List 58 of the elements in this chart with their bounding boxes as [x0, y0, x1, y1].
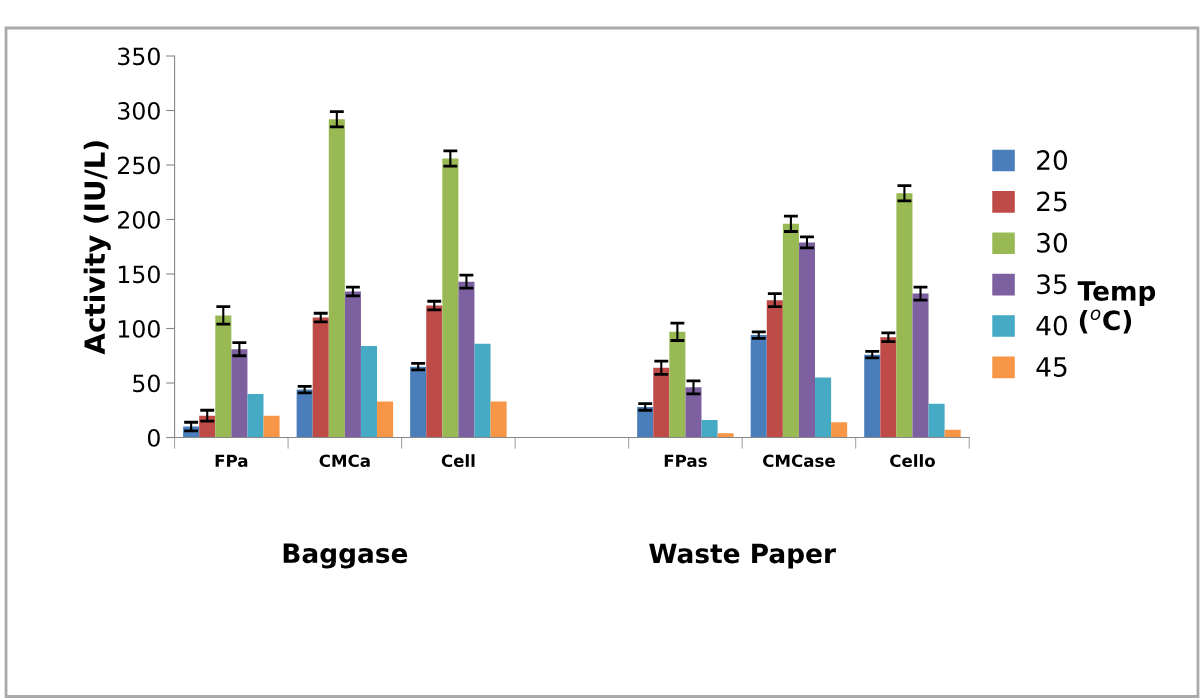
- bar: [944, 429, 961, 438]
- y-tick-label: 100: [118, 319, 160, 338]
- bar: [637, 406, 654, 438]
- bar: [263, 415, 280, 438]
- bar: [831, 422, 848, 438]
- bar: [442, 158, 459, 438]
- bar: [296, 389, 313, 438]
- y-axis-title: Activity (IU/L): [83, 141, 111, 355]
- bar: [360, 345, 378, 438]
- legend-label: 40: [1036, 315, 1068, 336]
- y-tick-label: 300: [118, 101, 160, 120]
- bar: [410, 366, 427, 438]
- y-tick-label: 350: [118, 47, 160, 66]
- legend-label: 30: [1037, 232, 1068, 253]
- legend-label: 45: [1036, 357, 1067, 377]
- bar: [215, 315, 232, 438]
- bar: [685, 387, 702, 438]
- bar: [782, 223, 799, 438]
- bar: [426, 305, 443, 438]
- legend-title: Temp ($^{o}$C): [1077, 281, 1156, 334]
- bar: [880, 337, 897, 438]
- legend-label: 20: [1037, 150, 1068, 171]
- text: Waste Paper: [649, 543, 836, 569]
- bar: [247, 393, 264, 438]
- bar: [653, 367, 670, 438]
- x-tick-label: Cell: [441, 454, 475, 468]
- bar: [328, 119, 345, 438]
- legend-label: 35: [1037, 274, 1067, 295]
- y-tick-label: 50: [133, 374, 160, 393]
- x-tick-label: Cello: [890, 454, 935, 468]
- bar: [928, 403, 945, 438]
- bar: [377, 401, 394, 438]
- bar: [474, 343, 491, 438]
- y-tick-label: 0: [147, 428, 160, 447]
- x-tick-label: CMCa: [319, 454, 370, 468]
- bar: [669, 331, 686, 438]
- x-tick-label: FPas: [664, 454, 707, 468]
- y-tick-label: 150: [118, 265, 160, 284]
- bar: [717, 433, 734, 438]
- y-tick-label: 200: [118, 210, 160, 229]
- bar: [701, 420, 718, 438]
- bar: [312, 317, 329, 438]
- text: Baggase: [283, 543, 408, 569]
- bar: [231, 349, 248, 438]
- bar: [750, 335, 767, 438]
- x-tick-label: FPa: [215, 454, 248, 468]
- bar: [458, 281, 475, 438]
- bar: [490, 401, 507, 438]
- x-tick-label: CMCase: [763, 454, 835, 468]
- bar: [912, 293, 929, 438]
- bar: [798, 242, 816, 438]
- legend-label: 25: [1037, 191, 1067, 212]
- bar: [864, 354, 881, 438]
- bar: [766, 300, 783, 438]
- bar: [815, 377, 832, 438]
- y-tick-label: 250: [118, 156, 160, 175]
- bar: [344, 291, 361, 438]
- bar: [896, 193, 913, 438]
